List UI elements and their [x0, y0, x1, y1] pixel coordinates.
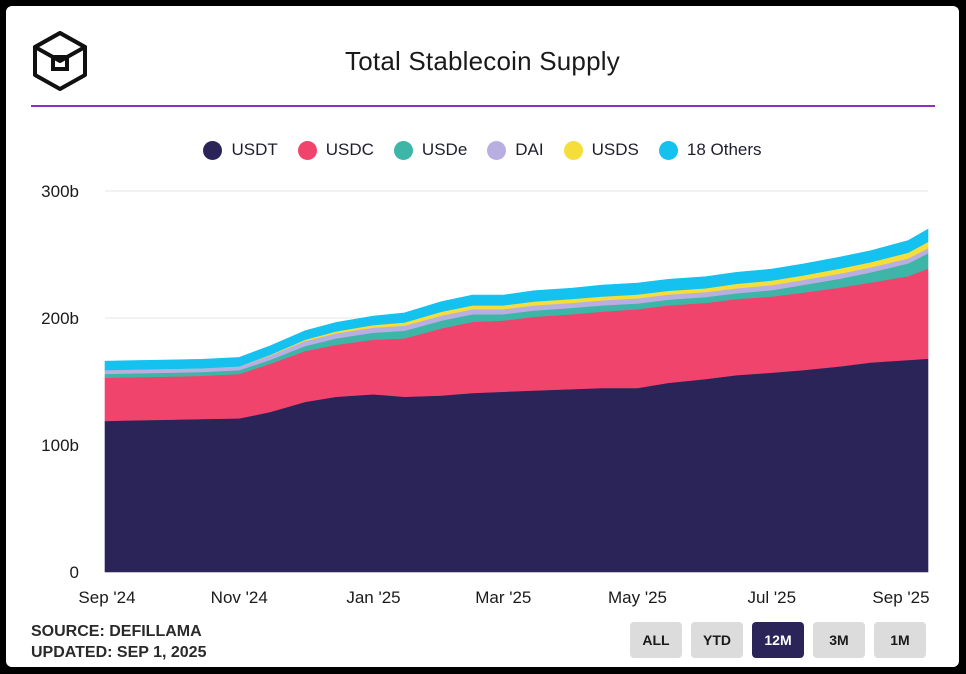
title-divider [31, 105, 935, 107]
area-series-18-others [104, 228, 929, 371]
x-tick-label: Mar '25 [475, 588, 531, 607]
legend-item-usde[interactable]: USDe [393, 140, 468, 160]
footer-notes: SOURCE: DEFILLAMA UPDATED: SEP 1, 2025 [31, 621, 206, 663]
legend-swatch [563, 140, 583, 160]
range-button-3m[interactable]: 3M [813, 622, 865, 658]
range-button-all[interactable]: ALL [630, 622, 682, 658]
legend-label: 18 Others [686, 140, 762, 159]
x-tick-label: Jul '25 [747, 588, 796, 607]
y-tick-label: 200b [41, 309, 79, 328]
range-button-12m[interactable]: 12M [752, 622, 804, 658]
updated-note: UPDATED: SEP 1, 2025 [31, 644, 207, 661]
chart-title: Total Stablecoin Supply [345, 46, 620, 76]
source-note: SOURCE: DEFILLAMA [31, 623, 202, 640]
y-tick-label: 100b [41, 436, 79, 455]
x-tick-label: May '25 [608, 588, 667, 607]
legend-item-usds[interactable]: USDS [563, 140, 639, 160]
legend-swatch [487, 140, 507, 160]
legend-item-usdc[interactable]: USDC [297, 140, 374, 160]
range-button-ytd[interactable]: YTD [691, 622, 743, 658]
legend-label: USDe [421, 140, 468, 159]
logo-icon [33, 31, 87, 91]
legend-item-18-others[interactable]: 18 Others [658, 140, 762, 160]
chart-card: Total Stablecoin Supply USDT USDC USDe DAI U… [6, 6, 959, 667]
x-tick-label: Sep '24 [78, 588, 135, 607]
range-button-1m[interactable]: 1M [874, 622, 926, 658]
chart-legend: USDT USDC USDe DAI USDS 18 Others [6, 140, 959, 160]
x-tick-label: Jan '25 [346, 588, 400, 607]
legend-swatch [297, 140, 317, 160]
legend-label: USDC [325, 140, 374, 159]
range-button-group: ALL YTD 12M 3M 1M [630, 622, 926, 658]
y-tick-label: 300b [41, 182, 79, 201]
legend-label: DAI [515, 140, 544, 159]
legend-item-usdt[interactable]: USDT [203, 140, 278, 160]
legend-swatch [203, 140, 223, 160]
x-tick-label: Nov '24 [211, 588, 268, 607]
stacked-area-chart: 0 100b 200b 300b Sep '24 Nov '24 Jan '25 Mar '2… [41, 182, 929, 607]
legend-swatch [393, 140, 413, 160]
legend-swatch [658, 140, 678, 160]
x-tick-label: Sep '25 [872, 588, 929, 607]
legend-label: USDT [231, 140, 278, 159]
legend-label: USDS [591, 140, 639, 159]
legend-item-dai[interactable]: DAI [487, 140, 544, 160]
y-tick-label: 0 [70, 563, 79, 582]
